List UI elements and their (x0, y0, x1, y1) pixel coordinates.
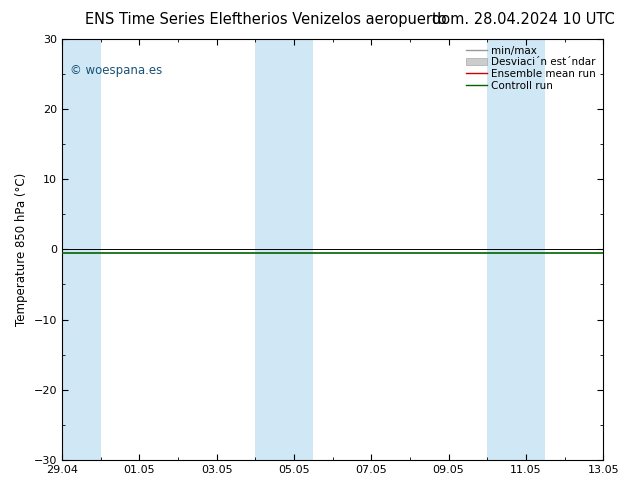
Text: © woespana.es: © woespana.es (70, 64, 162, 77)
Y-axis label: Temperature 850 hPa (°C): Temperature 850 hPa (°C) (15, 173, 28, 326)
Legend: min/max, Desviaci´n est´ndar, Ensemble mean run, Controll run: min/max, Desviaci´n est´ndar, Ensemble m… (464, 44, 598, 93)
Text: ENS Time Series Eleftherios Venizelos aeropuerto: ENS Time Series Eleftherios Venizelos ae… (86, 12, 447, 27)
Bar (62, 39, 101, 460)
Bar (256, 39, 313, 460)
Bar (487, 39, 545, 460)
Text: dom. 28.04.2024 10 UTC: dom. 28.04.2024 10 UTC (432, 12, 615, 27)
